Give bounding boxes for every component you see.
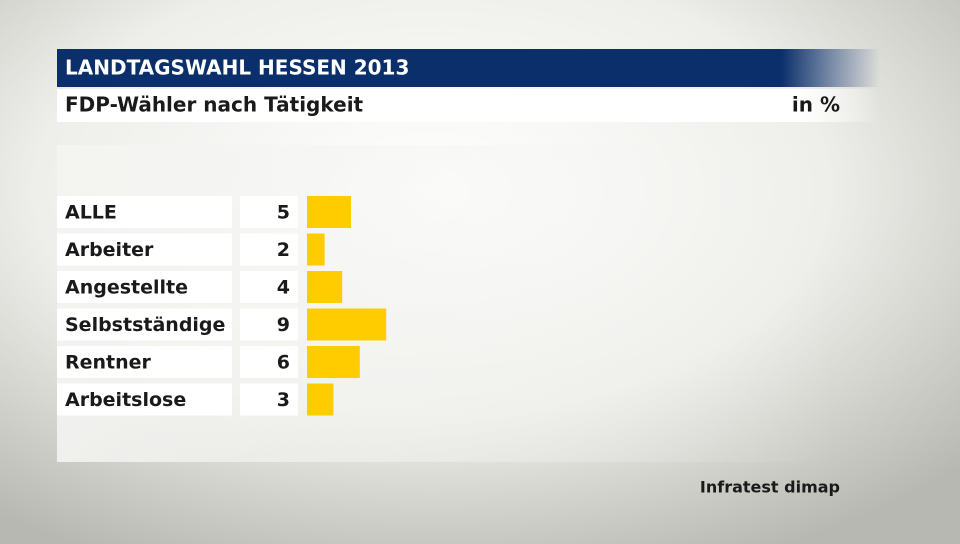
label-box <box>57 271 232 303</box>
value-label: 3 <box>277 389 290 411</box>
label-box <box>57 383 232 416</box>
category-label: Rentner <box>65 352 152 374</box>
category-label: Arbeitslose <box>65 389 186 411</box>
chart-subtitle: FDP-Wähler nach Tätigkeit <box>65 93 364 117</box>
value-box <box>240 271 298 303</box>
value-box <box>240 233 298 266</box>
value-box <box>240 383 298 416</box>
category-label: ALLE <box>65 202 117 224</box>
label-box <box>57 346 232 378</box>
value-label: 4 <box>277 277 290 299</box>
bar <box>307 383 334 416</box>
bar <box>307 271 343 303</box>
value-box <box>240 308 298 341</box>
label-box <box>57 308 232 341</box>
title-bar <box>57 49 880 87</box>
value-label: 5 <box>277 202 290 224</box>
bar <box>307 196 351 228</box>
bar <box>307 308 387 341</box>
value-box <box>240 196 298 228</box>
label-box <box>57 196 232 228</box>
category-label: Angestellte <box>65 277 188 299</box>
category-label: Arbeiter <box>65 239 154 261</box>
category-label: Selbstständige <box>65 314 225 336</box>
label-box <box>57 233 232 266</box>
source: Infratest dimap <box>700 478 840 497</box>
bar <box>307 233 325 266</box>
subtitle-bar <box>57 89 880 122</box>
unit-label: in % <box>792 93 840 117</box>
bar <box>307 346 360 378</box>
value-box <box>240 346 298 378</box>
chart-title: LANDTAGSWAHL HESSEN 2013 <box>65 56 409 80</box>
value-label: 6 <box>277 352 290 374</box>
value-label: 9 <box>277 314 290 336</box>
value-label: 2 <box>277 239 290 261</box>
